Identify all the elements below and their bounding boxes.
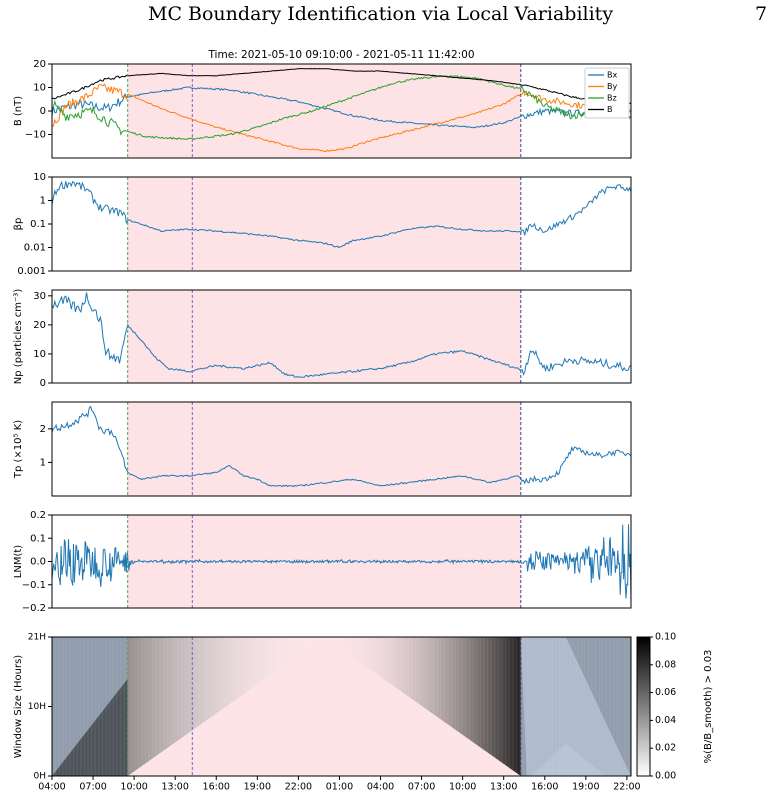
window-size-axis-label: Window Size (Hours) — [13, 655, 24, 759]
y-tick-label: 0.2 — [30, 510, 46, 521]
colorbar-tick-label: 0.04 — [655, 715, 676, 726]
x-tick-label: 22:00 — [613, 782, 640, 793]
x-tick-label: 04:00 — [367, 782, 394, 793]
legend-label-bz: Bz — [607, 94, 617, 103]
density-series-line — [51, 292, 632, 378]
x-tick-label: 07:00 — [79, 782, 106, 793]
x-tick-label: 19:00 — [572, 782, 599, 793]
y-tick-label: 2 — [40, 424, 46, 435]
legend-label-by: By — [607, 82, 617, 91]
y-tick-label: 30 — [33, 291, 46, 302]
mc-region-shading — [127, 64, 521, 158]
colorbar-label: %(B/B_smooth) > 0.03 — [703, 650, 714, 764]
colorbar — [636, 636, 651, 777]
x-tick-label: 16:00 — [531, 782, 558, 793]
colorbar-tick-label: 0.02 — [655, 743, 676, 754]
y-tick-label: 1 — [40, 457, 46, 468]
legend-box — [584, 67, 630, 119]
x-tick-label: 22:00 — [285, 782, 312, 793]
post-mc-overlay — [520, 637, 631, 776]
temperature-axis-label: Tp (×10⁵ K) — [13, 420, 24, 479]
lnm-axis-label: LNM(t) — [13, 545, 24, 579]
y-tick-label: 0.0 — [30, 557, 46, 568]
series-line-by — [51, 83, 632, 153]
x-tick-label: 10:00 — [120, 782, 147, 793]
lnm-series-line — [51, 524, 632, 604]
panel-3-border — [51, 401, 632, 497]
panel-2-border — [51, 289, 632, 384]
x-tick-label: 10:00 — [449, 782, 476, 793]
y-tick-label: 10H — [28, 702, 46, 712]
y-tick-label: 20 — [33, 320, 46, 331]
colorbar-tick-label: 0.06 — [655, 687, 676, 698]
colorbar-tick-label: 0.10 — [655, 632, 676, 643]
heatmap-left-edge — [52, 678, 128, 776]
series-line-bz — [51, 75, 632, 141]
colorbar-tick-label: 0.00 — [655, 771, 676, 782]
y-tick-label: 0.1 — [30, 533, 46, 544]
beta-series-line — [51, 180, 632, 249]
y-tick-label: 0H — [34, 772, 47, 782]
x-tick-label: 16:00 — [203, 782, 230, 793]
y-tick-label: 10 — [33, 83, 46, 94]
y-tick-label: 10 — [33, 172, 46, 183]
y-tick-label: 21H — [28, 633, 46, 643]
legend-label-b: B — [607, 105, 613, 114]
density-axis-label: Np (particles cm⁻³) — [13, 289, 24, 385]
y-tick-label: 1 — [40, 196, 46, 207]
y-tick-label: −0.1 — [22, 580, 46, 591]
series-line-bx — [51, 86, 632, 129]
y-tick-label: −10 — [25, 130, 46, 141]
y-tick-label: 0 — [40, 378, 46, 389]
x-tick-label: 13:00 — [161, 782, 188, 793]
beta-axis-label: βp — [13, 218, 24, 231]
chart-title: Time: 2021-05-10 09:10:00 - 2021-05-11 1… — [207, 49, 474, 61]
running-title: MC Boundary Identification via Local Var… — [148, 3, 614, 25]
y-tick-label: 0.1 — [30, 219, 46, 230]
x-tick-label: 07:00 — [408, 782, 435, 793]
colorbar-tick-label: 0.08 — [655, 659, 676, 670]
temperature-series-line — [51, 405, 632, 488]
b-axis-label: B (nT) — [13, 96, 24, 126]
mc-region-shading — [127, 402, 521, 496]
y-tick-label: 0.001 — [17, 266, 46, 277]
x-tick-label: 04:00 — [38, 782, 65, 793]
y-tick-label: 20 — [33, 59, 46, 70]
page-number: 7 — [755, 3, 768, 25]
y-tick-label: −0.2 — [22, 603, 46, 614]
x-tick-label: 01:00 — [326, 782, 353, 793]
y-tick-label: 0.01 — [24, 243, 46, 254]
heatmap-fan-right — [324, 637, 521, 776]
legend-label-bx: Bx — [607, 71, 617, 80]
x-tick-label: 13:00 — [490, 782, 517, 793]
series-line-b — [51, 67, 632, 105]
mc-region-shading — [127, 177, 521, 271]
y-tick-label: 10 — [33, 349, 46, 360]
mc-region-shading — [127, 290, 521, 383]
heatmap-fan-left — [127, 637, 325, 776]
y-tick-label: 0 — [40, 106, 46, 117]
x-tick-label: 19:00 — [244, 782, 271, 793]
